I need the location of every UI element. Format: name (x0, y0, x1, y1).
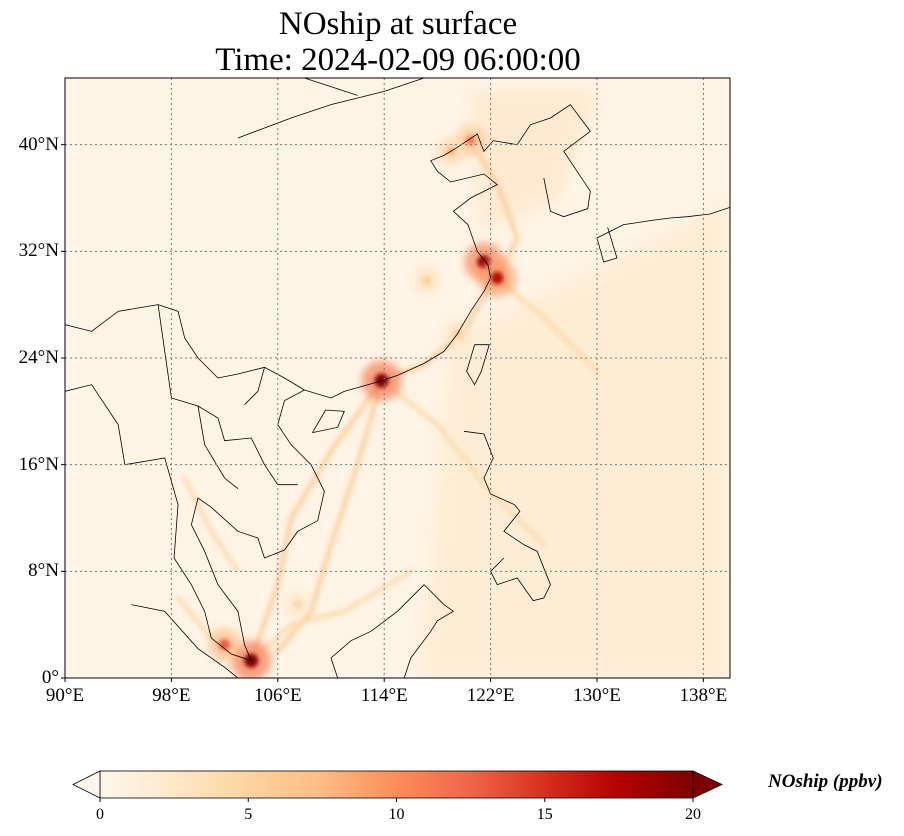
colorbar (72, 770, 723, 802)
ship-lane (248, 568, 414, 664)
ship-lane (182, 475, 241, 574)
coastline (244, 367, 265, 405)
lat-tick-label: 8°N (28, 560, 59, 582)
title-1: NOship at surface (278, 6, 518, 42)
ship-lane (379, 378, 547, 548)
coastline (543, 131, 591, 218)
coastline (466, 344, 490, 386)
lat-tick-label: 24°N (18, 347, 59, 368)
colorbar-tick-label: 10 (388, 806, 405, 823)
title-2: Time: 2024-02-09 06:00:00 (215, 42, 581, 78)
map-frame (64, 77, 731, 679)
hotspot (422, 276, 431, 285)
colorbar-extend-min (72, 770, 101, 799)
lon-tick-label: 122°E (466, 685, 515, 706)
colorbar-extend-max (692, 770, 723, 799)
colorbar-label: NOship (ppbv) (768, 771, 883, 792)
lat-tick-label: 0° (41, 667, 59, 688)
lat-tick-label: 16°N (18, 453, 59, 475)
colorbar-tick-label: 0 (96, 806, 104, 823)
coastline (157, 304, 298, 486)
lon-tick-label: 106°E (253, 685, 302, 706)
lon-tick-label: 130°E (573, 685, 621, 706)
hotspot (465, 135, 476, 146)
ship-lane (248, 378, 385, 664)
lon-tick-label: 98°E (152, 685, 191, 706)
coastline (304, 78, 358, 96)
lon-tick-label: 114°E (360, 685, 408, 706)
gridline-layer (65, 78, 730, 678)
coastline (65, 304, 305, 391)
colorbar-tick-label: 15 (536, 806, 553, 823)
coastline (237, 78, 425, 139)
colorbar-body (99, 770, 694, 799)
hotspot-layer (208, 125, 516, 678)
lat-tick-label: 32°N (18, 240, 59, 262)
coastline (197, 405, 239, 489)
colorbar-tick-label: 5 (244, 806, 253, 823)
ship-lane (494, 275, 600, 374)
lat-tick-label: 40°N (18, 133, 59, 155)
lon-tick-label: 138°E (679, 685, 728, 706)
axis-ticks (61, 144, 704, 682)
coastline (330, 584, 455, 678)
coastline (463, 430, 551, 602)
coastline (516, 104, 591, 145)
ship-lane (474, 148, 520, 281)
hotspot (490, 271, 504, 285)
lon-tick-label: 90°E (45, 685, 85, 706)
coastline (131, 604, 239, 678)
coastline (312, 409, 345, 434)
coastline (596, 206, 730, 263)
colorbar-tick-label: 20 (685, 806, 701, 823)
hotspot (219, 639, 231, 651)
hotspot (293, 600, 302, 609)
